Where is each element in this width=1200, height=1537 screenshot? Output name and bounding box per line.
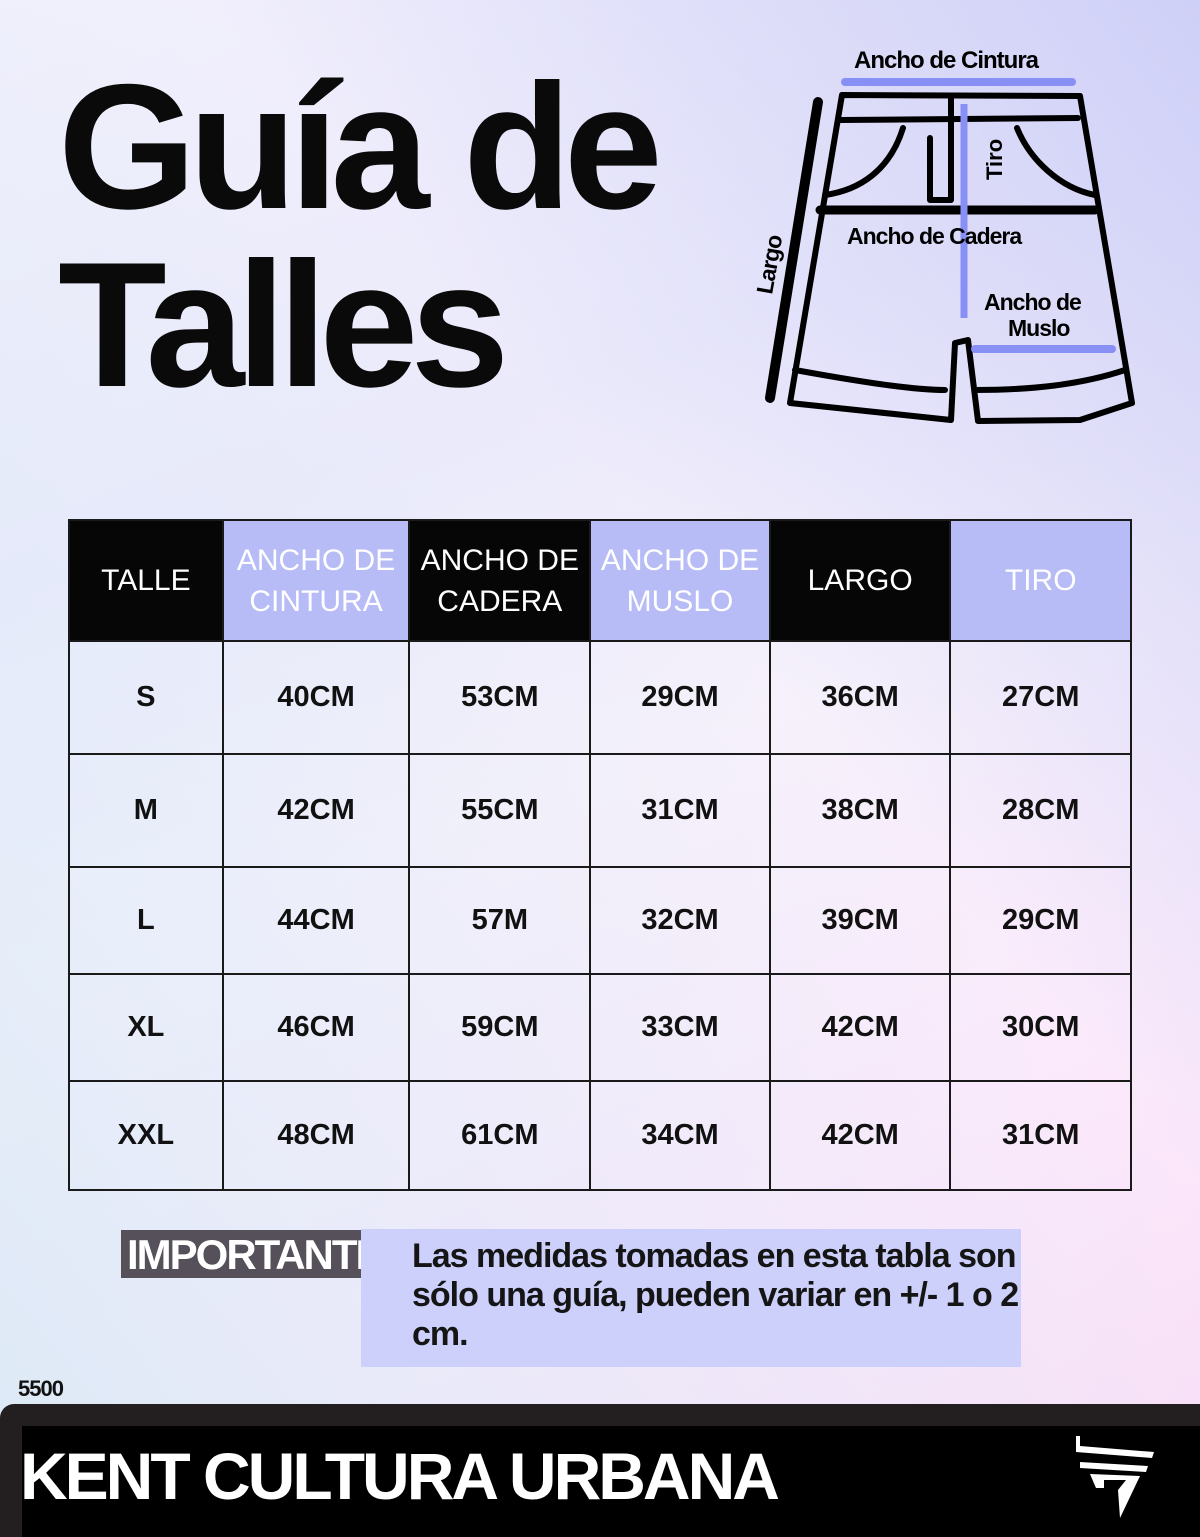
measure-cell: 42CM <box>768 973 952 1082</box>
price: 5500 <box>18 1376 64 1401</box>
size-cell: S <box>68 640 224 755</box>
measure-cell: 36CM <box>768 640 952 755</box>
measure-cell: 53CM <box>408 640 592 755</box>
table-row: XXL 48CM 61CM 34CM 42CM 31CM <box>68 1080 1132 1191</box>
label-thigh-2: Muslo <box>1008 315 1070 341</box>
title-line-1: Guía de <box>58 47 663 246</box>
measure-cell: 27CM <box>949 640 1132 755</box>
header-largo: LARGO <box>768 519 952 642</box>
measure-cell: 31CM <box>949 1080 1132 1191</box>
measure-cell: 29CM <box>949 866 1132 975</box>
measure-cell: 42CM <box>221 753 411 868</box>
page-title: Guía de Talles <box>58 47 663 424</box>
size-table: TALLE ANCHO DE CINTURA ANCHO DE CADERA ANC… <box>68 519 1132 1191</box>
measure-cell: 46CM <box>221 973 411 1082</box>
important-note: Las medidas tomadas en esta tabla son só… <box>361 1229 1021 1367</box>
label-length: Largo <box>751 232 787 295</box>
header-text: CINTURA <box>249 584 383 618</box>
label-waist: Ancho de Cintura <box>854 47 1040 74</box>
measure-cell: 48CM <box>221 1080 411 1191</box>
header-text: TIRO <box>1004 564 1077 597</box>
measure-cell: 29CM <box>589 640 771 755</box>
header-text: CADERA <box>437 584 563 618</box>
measure-cell: 34CM <box>589 1080 771 1191</box>
measure-cell: 40CM <box>221 640 411 755</box>
header-text: ANCHO DE <box>600 543 760 577</box>
measure-cell: 55CM <box>408 753 592 868</box>
measure-cell: 28CM <box>949 753 1132 868</box>
label-thigh-1: Ancho de <box>984 289 1081 315</box>
measure-cell: 38CM <box>768 753 952 868</box>
shorts-outline <box>787 92 1135 424</box>
measure-cell: 32CM <box>589 866 771 975</box>
shorts-diagram: Ancho de Cintura Ancho de Cadera Ancho d… <box>751 47 1135 424</box>
header-cadera: ANCHO DE CADERA <box>408 519 592 642</box>
measure-cell: 31CM <box>589 753 771 868</box>
measure-cell: 33CM <box>589 973 771 1082</box>
measure-cell: 59CM <box>408 973 592 1082</box>
footer-bar <box>0 1404 1200 1537</box>
size-cell: XXL <box>68 1080 224 1191</box>
brand-logo-icon <box>1076 1436 1154 1518</box>
important-label: IMPORTANTE: <box>121 1230 400 1278</box>
label-hip: Ancho de Cadera <box>847 223 1022 249</box>
header-text: MUSLO <box>626 584 734 618</box>
header-tiro: TIRO <box>949 519 1132 642</box>
measure-cell: 57M <box>408 866 592 975</box>
header-text: TALLE <box>101 564 191 597</box>
table-row: XL 46CM 59CM 33CM 42CM 30CM <box>68 973 1132 1082</box>
header-talle: TALLE <box>68 519 224 642</box>
table-row: S 40CM 53CM 29CM 36CM 27CM <box>68 640 1132 755</box>
measure-cell: 42CM <box>768 1080 952 1191</box>
table-row: L 44CM 57M 32CM 39CM 29CM <box>68 866 1132 975</box>
header-cintura: ANCHO DE CINTURA <box>221 519 411 642</box>
size-cell: M <box>68 753 224 868</box>
measure-cell: 30CM <box>949 973 1132 1082</box>
size-cell: L <box>68 866 224 975</box>
table-header-row: TALLE ANCHO DE CINTURA ANCHO DE CADERA ANC… <box>68 519 1132 642</box>
header-text: ANCHO DE <box>420 543 579 577</box>
header-muslo: ANCHO DE MUSLO <box>589 519 771 642</box>
label-rise: Tiro <box>982 139 1007 180</box>
measure-cell: 39CM <box>768 866 952 975</box>
measure-cell: 44CM <box>221 866 411 975</box>
size-cell: XL <box>68 973 224 1082</box>
brand-name: KENT CULTURA URBANA <box>20 1439 780 1513</box>
largo-line <box>765 97 823 403</box>
header-text: ANCHO DE <box>236 543 396 577</box>
title-line-2: Talles <box>58 225 509 424</box>
header-text: LARGO <box>807 564 913 597</box>
table-row: M 42CM 55CM 31CM 38CM 28CM <box>68 753 1132 868</box>
measure-cell: 61CM <box>408 1080 592 1191</box>
